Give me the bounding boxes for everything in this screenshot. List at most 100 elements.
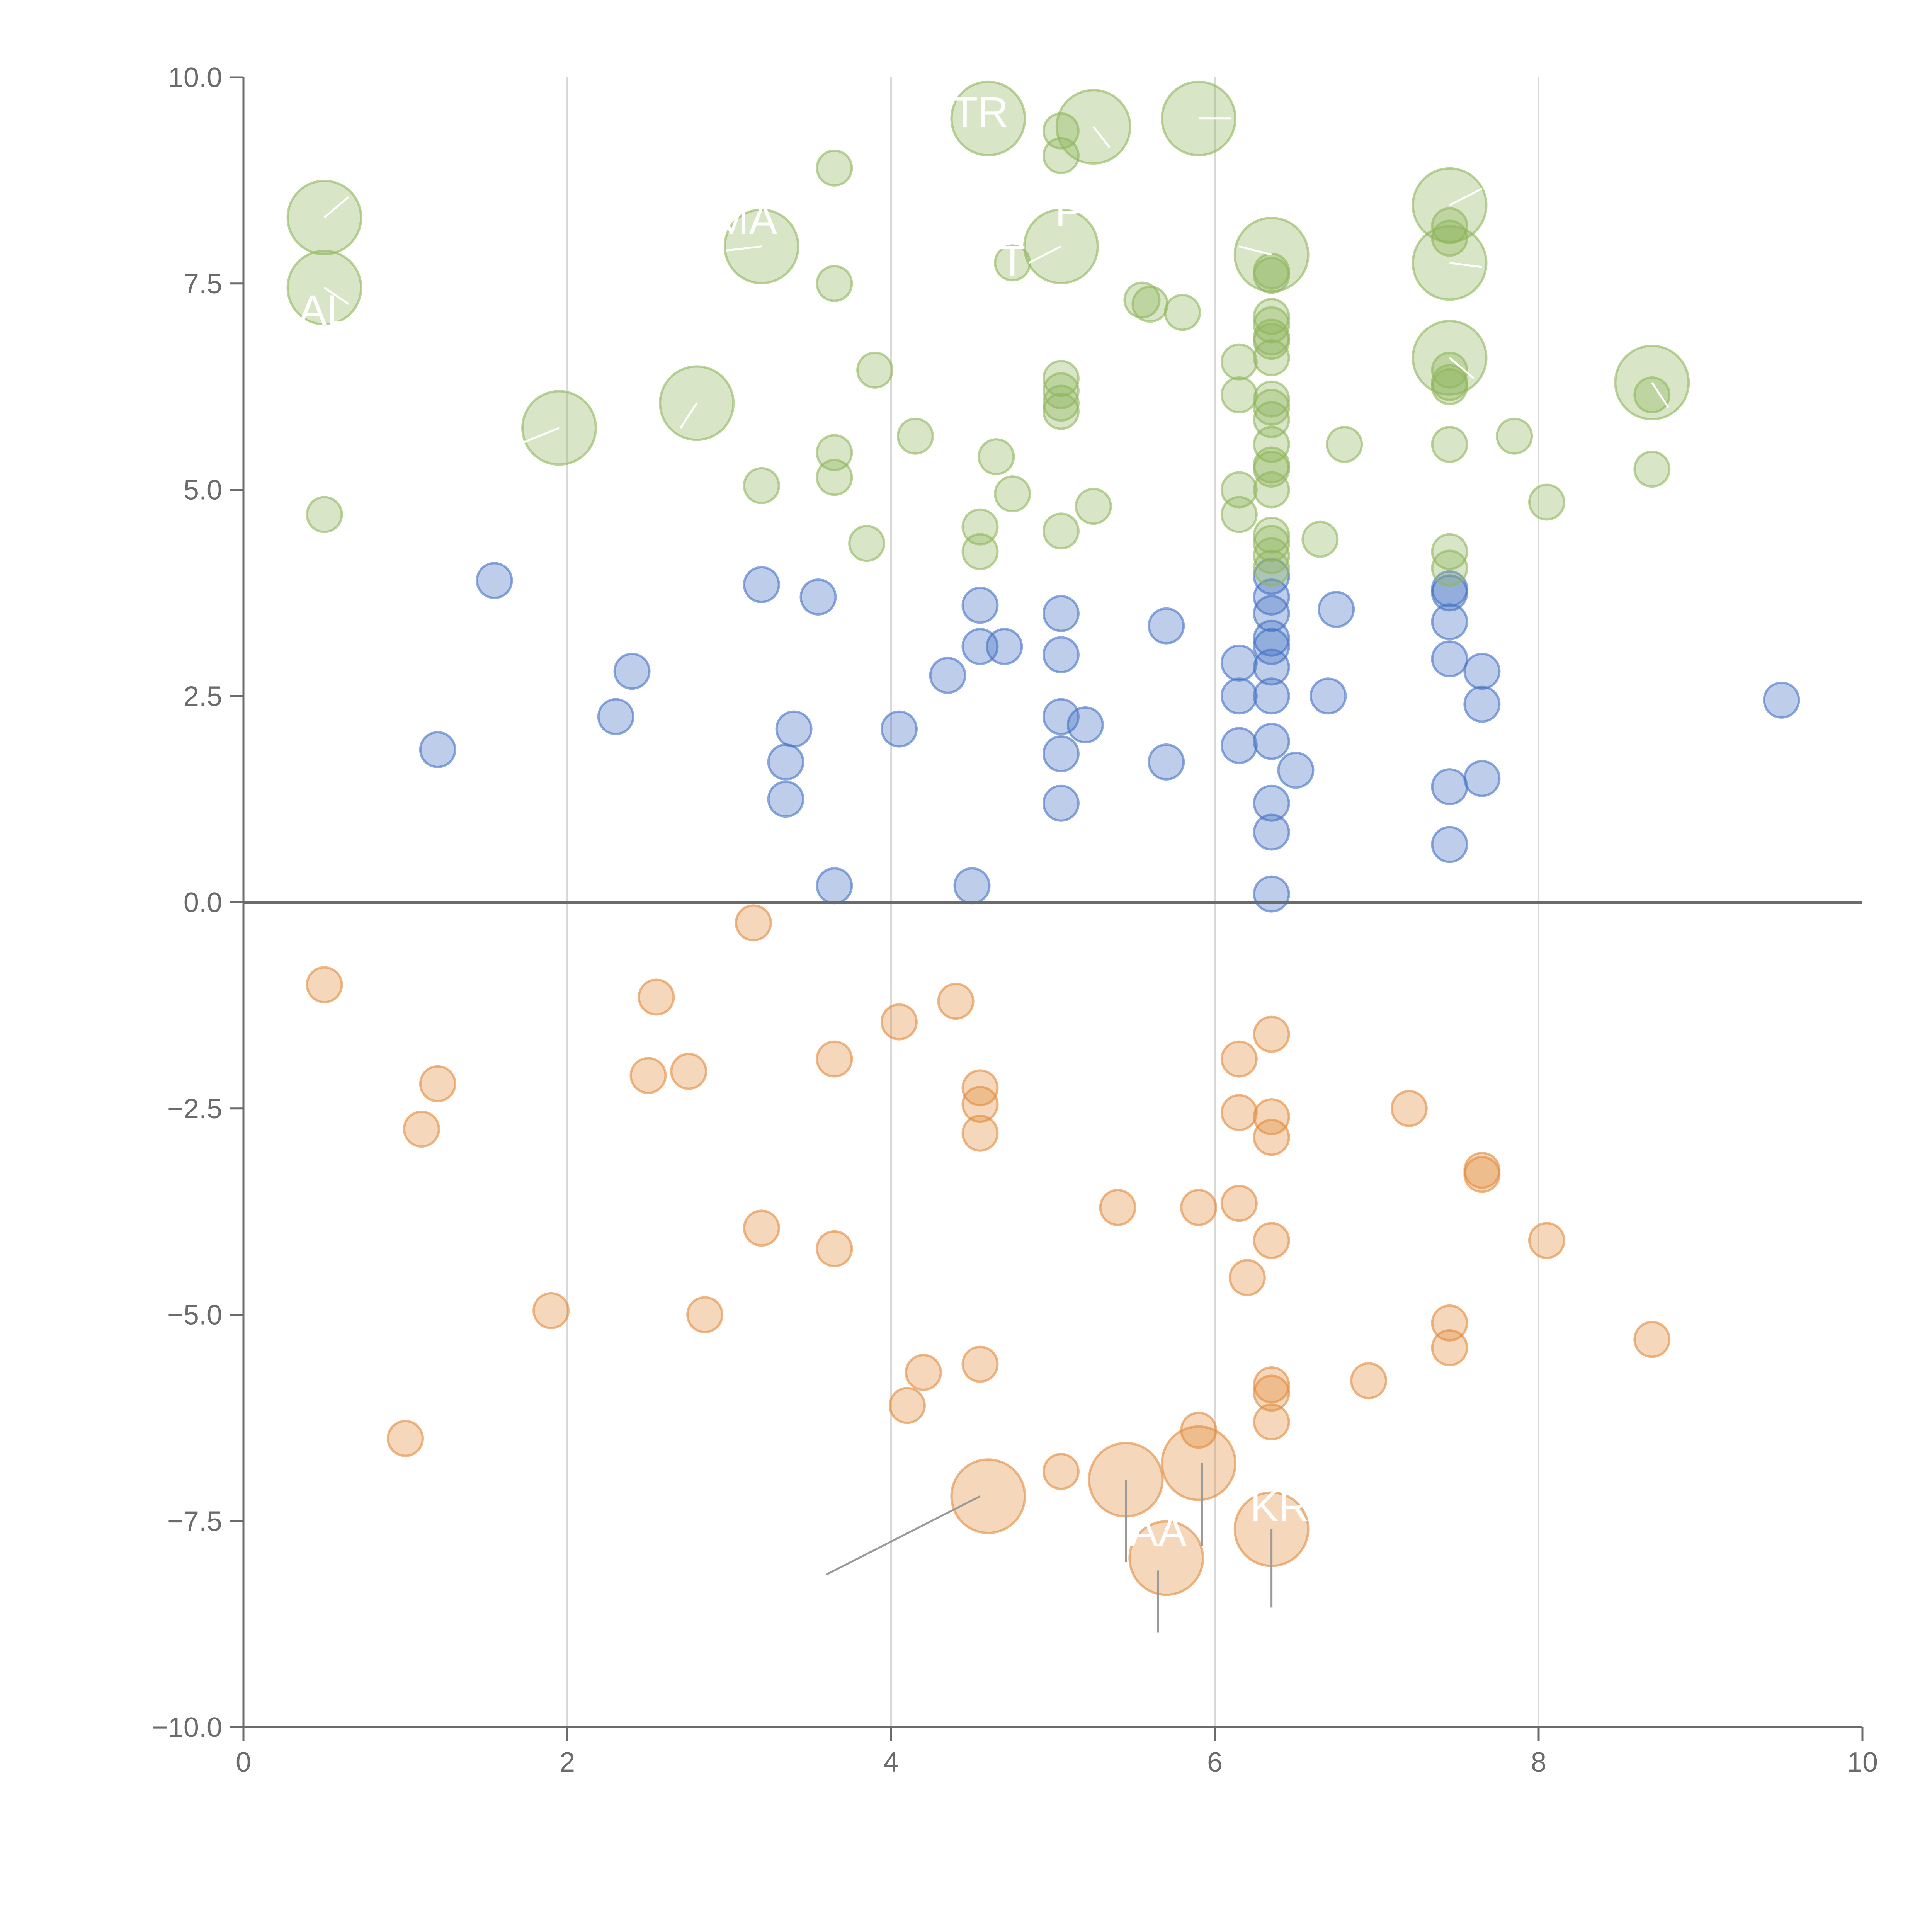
green-bubble [1253, 339, 1290, 376]
orange-bubble [670, 1053, 707, 1090]
blue-bubble [1253, 875, 1290, 913]
green-bubble [848, 525, 886, 562]
leader-line [518, 427, 560, 446]
green-bubble [1253, 389, 1290, 426]
orange-bubble [1253, 1374, 1290, 1412]
blue-bubble [1431, 603, 1468, 641]
blue-bubble [743, 566, 780, 604]
orange-bubble [937, 983, 975, 1020]
blue-bubble [816, 867, 853, 905]
blue-bubble [1431, 640, 1468, 678]
green-bubble [1042, 372, 1080, 410]
blue-bubble [1253, 619, 1290, 657]
y-tick-label: 2.5 [184, 681, 222, 712]
blue-bubble [1277, 752, 1315, 789]
leader-line [1449, 262, 1482, 268]
green-bubble [1431, 426, 1468, 463]
blue-bubble [1220, 677, 1258, 715]
blue-bubble [1431, 768, 1468, 806]
blue-bubble [476, 562, 513, 599]
blue-bubble [1463, 760, 1501, 797]
orange-bubble [1253, 1098, 1290, 1136]
x-tick-label: 8 [1531, 1747, 1546, 1778]
bubble-label: KR [1250, 1483, 1309, 1530]
blue-bubble [1253, 558, 1290, 595]
leader-line [680, 402, 698, 429]
orange-bubble [1528, 1222, 1565, 1259]
orange-bubble [403, 1111, 440, 1148]
blue-bubble [1042, 636, 1080, 673]
bubble-label: AL [298, 287, 350, 334]
blue-bubble [1253, 723, 1290, 760]
blue-bubble [1042, 784, 1080, 822]
blue-bubble [1042, 698, 1080, 735]
blue-bubble [1253, 648, 1290, 686]
blue-bubble [597, 698, 634, 735]
blue-bubble [1310, 677, 1347, 715]
y-tick-label: −10.0 [152, 1712, 222, 1743]
green-bubble [978, 438, 1015, 476]
blue-bubble [1253, 813, 1290, 851]
orange-bubble [387, 1420, 424, 1457]
orange-bubble [686, 1296, 724, 1333]
orange-bubble [532, 1292, 570, 1329]
green-bubble [1220, 343, 1258, 381]
leader-line [1239, 245, 1272, 256]
blue-bubble [1463, 685, 1501, 723]
green-bubble [1253, 451, 1290, 488]
orange-bubble [1099, 1189, 1136, 1226]
blue-bubble [1253, 677, 1290, 715]
blue-bubble [961, 587, 999, 624]
green-bubble [1042, 393, 1080, 430]
leader-line [1092, 126, 1111, 148]
orange-bubble [1390, 1090, 1428, 1127]
orange-bubble [1633, 1321, 1671, 1358]
y-tick-label: 5.0 [184, 475, 222, 506]
y-tick-label: 10.0 [168, 62, 222, 93]
orange-bubble [1161, 1425, 1237, 1501]
blue-bubble [767, 743, 804, 781]
green-bubble [961, 533, 999, 570]
x-tick-label: 0 [236, 1747, 251, 1778]
blue-bubble [1431, 826, 1468, 863]
bubble-label: CA [1444, 130, 1503, 177]
green-bubble [994, 475, 1031, 513]
green-bubble [1253, 380, 1290, 418]
orange-bubble [1220, 1185, 1258, 1222]
blue-bubble [1220, 727, 1258, 764]
green-bubble [1431, 219, 1468, 257]
orange-bubble [1228, 1259, 1266, 1296]
y-tick-label: −7.5 [167, 1506, 222, 1537]
bubble-label: P [1055, 187, 1083, 235]
green-bubble [306, 496, 343, 533]
blue-bubble [1463, 653, 1501, 690]
blue-bubble [1220, 644, 1258, 682]
leader-line [726, 245, 762, 252]
orange-bubble [961, 1345, 999, 1383]
bubble-label: TR [952, 88, 1009, 136]
orange-bubble [816, 1230, 853, 1267]
blue-bubble [1066, 706, 1104, 743]
x-tick-label: 10 [1847, 1747, 1878, 1778]
blue-bubble [1148, 607, 1185, 645]
x-tick-label: 6 [1207, 1747, 1223, 1778]
orange-bubble [961, 1086, 999, 1123]
leader-line [1449, 357, 1475, 379]
green-bubble [1220, 376, 1258, 413]
leader-line [324, 287, 349, 305]
blue-bubble [775, 710, 813, 748]
axis-ticks: 0 2 4 6 8 10 −10.0 −7.5 −5.0 −2.5 0.0 2.5 5.0 7.5 10.0 [152, 62, 1878, 1778]
y-tick-label: −5.0 [167, 1300, 222, 1331]
green-bubble [950, 80, 1026, 156]
green-bubble [743, 467, 780, 504]
green-bubble [1633, 451, 1671, 488]
green-bubble [1164, 294, 1201, 331]
orange-bubble [638, 978, 675, 1016]
green-bubble [816, 265, 853, 302]
orange-bubble [1253, 1119, 1290, 1156]
blue-bubble [1763, 681, 1800, 719]
green-bubble [1301, 520, 1339, 558]
blue-bubble [1148, 743, 1185, 781]
green-bubble [896, 417, 934, 455]
